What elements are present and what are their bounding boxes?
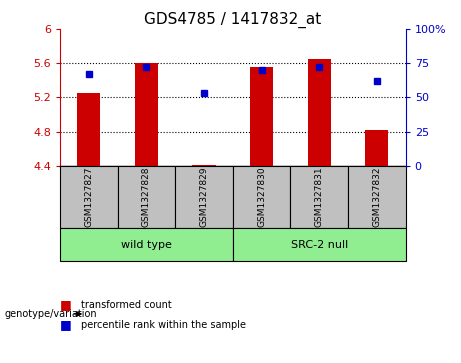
Bar — [77, 93, 100, 166]
Text: SRC-2 null: SRC-2 null — [290, 240, 348, 250]
Text: GSM1327827: GSM1327827 — [84, 167, 93, 227]
Bar — [365, 130, 388, 166]
Text: percentile rank within the sample: percentile rank within the sample — [81, 320, 246, 330]
Bar — [233, 228, 406, 261]
Bar — [290, 166, 348, 228]
Text: GSM1327828: GSM1327828 — [142, 167, 151, 227]
Text: GSM1327832: GSM1327832 — [372, 167, 381, 227]
Text: ■: ■ — [60, 298, 71, 311]
Bar — [118, 166, 175, 228]
Bar — [60, 166, 118, 228]
Title: GDS4785 / 1417832_at: GDS4785 / 1417832_at — [144, 12, 321, 28]
Text: genotype/variation: genotype/variation — [5, 309, 97, 319]
Text: transformed count: transformed count — [81, 300, 171, 310]
Bar — [308, 59, 331, 166]
Bar — [233, 166, 290, 228]
Bar — [193, 165, 216, 166]
Bar — [250, 68, 273, 166]
Text: ■: ■ — [60, 318, 71, 331]
Bar — [348, 166, 406, 228]
Bar — [135, 63, 158, 166]
Text: GSM1327831: GSM1327831 — [315, 167, 324, 227]
Text: GSM1327829: GSM1327829 — [200, 167, 208, 227]
Bar — [60, 228, 233, 261]
Bar — [175, 166, 233, 228]
Text: wild type: wild type — [121, 240, 172, 250]
Text: GSM1327830: GSM1327830 — [257, 167, 266, 227]
